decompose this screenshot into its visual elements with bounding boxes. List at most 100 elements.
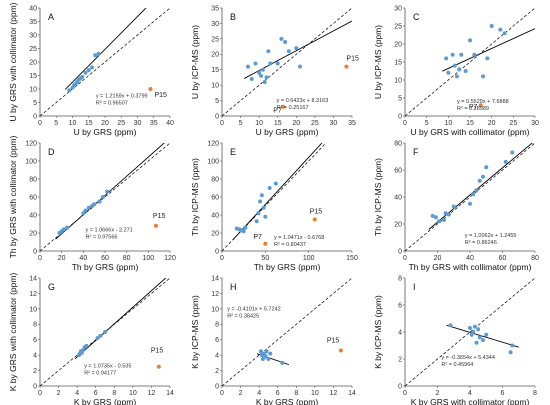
- panel-letter: I: [413, 282, 416, 292]
- x-tick-label: 25: [509, 120, 517, 127]
- x-axis-label: Th by GRS (ppm): [72, 262, 139, 272]
- data-point: [98, 333, 103, 338]
- data-point: [67, 88, 72, 93]
- y-tick-label: 20: [29, 59, 37, 66]
- data-point: [86, 205, 91, 210]
- y-tick-label: 0: [215, 248, 219, 255]
- y-tick-label: 20: [29, 230, 37, 237]
- data-point: [498, 27, 503, 32]
- data-point: [457, 67, 462, 72]
- regression-line: [55, 143, 165, 240]
- x-tick-label: 4: [257, 390, 261, 397]
- y-tick-label: 10: [394, 77, 402, 84]
- panel-letter: G: [48, 282, 55, 292]
- data-point: [100, 195, 105, 199]
- y-tick-label: 0: [33, 383, 37, 390]
- fit-equation: y = 0.5529x + 7.6888: [457, 99, 509, 105]
- x-tick-label: 20: [101, 120, 109, 127]
- data-point: [262, 80, 267, 85]
- one-to-one-line: [39, 7, 171, 117]
- fit-r-squared: R² = 0.38425: [227, 313, 259, 319]
- y-tick-label: 40: [211, 212, 219, 219]
- data-point: [471, 192, 476, 197]
- x-tick-label: 100: [142, 255, 154, 262]
- data-point: [97, 199, 102, 204]
- y-tick-label: 40: [29, 5, 37, 12]
- y-tick-label: 40: [29, 212, 37, 219]
- fit-r-squared: R² = 0.94177: [84, 371, 116, 377]
- x-tick-label: 0: [220, 120, 224, 127]
- x-tick-label: 10: [255, 120, 263, 127]
- data-point: [80, 74, 85, 79]
- data-point: [275, 61, 280, 66]
- x-tick-label: 10: [444, 120, 452, 127]
- fit-equation: y = 0.6423x + 8.3163: [277, 98, 329, 104]
- y-axis-label: Th by ICP-MS (ppm): [190, 158, 200, 236]
- x-tick-label: 10: [129, 390, 137, 397]
- y-tick-label: 20: [394, 221, 402, 228]
- y-tick-label: 25: [211, 36, 219, 43]
- y-tick-label: 0: [398, 248, 402, 255]
- outlier-label: P15: [155, 92, 168, 99]
- regression-line: [428, 143, 533, 230]
- data-point: [502, 31, 507, 36]
- fit-r-squared: R² = 0.28989: [457, 106, 489, 112]
- y-tick-label: 10: [211, 306, 219, 313]
- data-point: [254, 219, 259, 224]
- data-point: [446, 212, 451, 217]
- data-point: [481, 74, 485, 79]
- y-tick-label: 5: [215, 98, 219, 105]
- y-tick-label: 12: [211, 291, 219, 298]
- data-point: [264, 349, 269, 354]
- x-tick-label: 15: [466, 120, 474, 127]
- data-point: [90, 65, 94, 70]
- y-tick-label: 100: [25, 158, 37, 165]
- data-point: [268, 61, 273, 66]
- data-point: [246, 64, 250, 69]
- data-point: [268, 351, 273, 356]
- x-tick-label: 30: [134, 120, 142, 127]
- data-point: [463, 69, 468, 73]
- y-axis-label: K by ICP-MS (ppm): [190, 295, 200, 369]
- data-point: [442, 217, 446, 222]
- panel-letter: H: [230, 282, 237, 292]
- y-tick-label: 0: [398, 113, 402, 120]
- y-tick-label: 120: [207, 140, 219, 147]
- data-point: [61, 227, 66, 232]
- y-tick-label: 14: [29, 275, 37, 282]
- outlier-label: P7: [469, 104, 478, 111]
- data-point: [477, 178, 482, 183]
- panel-letter: F: [413, 147, 419, 157]
- data-point: [103, 330, 107, 334]
- data-point: [65, 225, 70, 230]
- data-point: [471, 330, 476, 334]
- x-tick-label: 40: [466, 255, 474, 262]
- y-tick-label: 80: [394, 140, 402, 147]
- x-tick-label: 14: [348, 390, 356, 397]
- x-axis-label: Th by GRS (ppm): [254, 262, 321, 272]
- data-point: [264, 75, 269, 80]
- outlier-label: P15: [151, 348, 164, 355]
- x-tick-label: 5: [425, 120, 429, 127]
- data-point: [430, 213, 435, 218]
- x-tick-label: 0: [403, 390, 407, 397]
- fit-equation: y = 1.0471x - 0.6768: [274, 235, 324, 241]
- data-point: [298, 64, 302, 69]
- y-tick-label: 0: [33, 113, 37, 120]
- data-point: [92, 202, 97, 207]
- data-point: [474, 188, 479, 193]
- x-tick-label: 6: [94, 390, 98, 397]
- x-tick-label: 60: [101, 255, 109, 262]
- x-tick-label: 25: [117, 120, 125, 127]
- y-tick-label: 30: [211, 21, 219, 28]
- data-point: [105, 189, 110, 194]
- y-tick-label: 100: [207, 158, 219, 165]
- data-point: [510, 150, 515, 155]
- data-point: [83, 70, 88, 75]
- y-axis-label: K by GRS with collimator (ppm): [8, 273, 18, 392]
- data-point: [283, 39, 288, 44]
- panel-a: 0 5 10 15 20 25 30 35 40 0 5 10 15 20 25 30 35 40 U by GRS…: [8, 2, 174, 137]
- x-tick-label: 4: [468, 390, 472, 397]
